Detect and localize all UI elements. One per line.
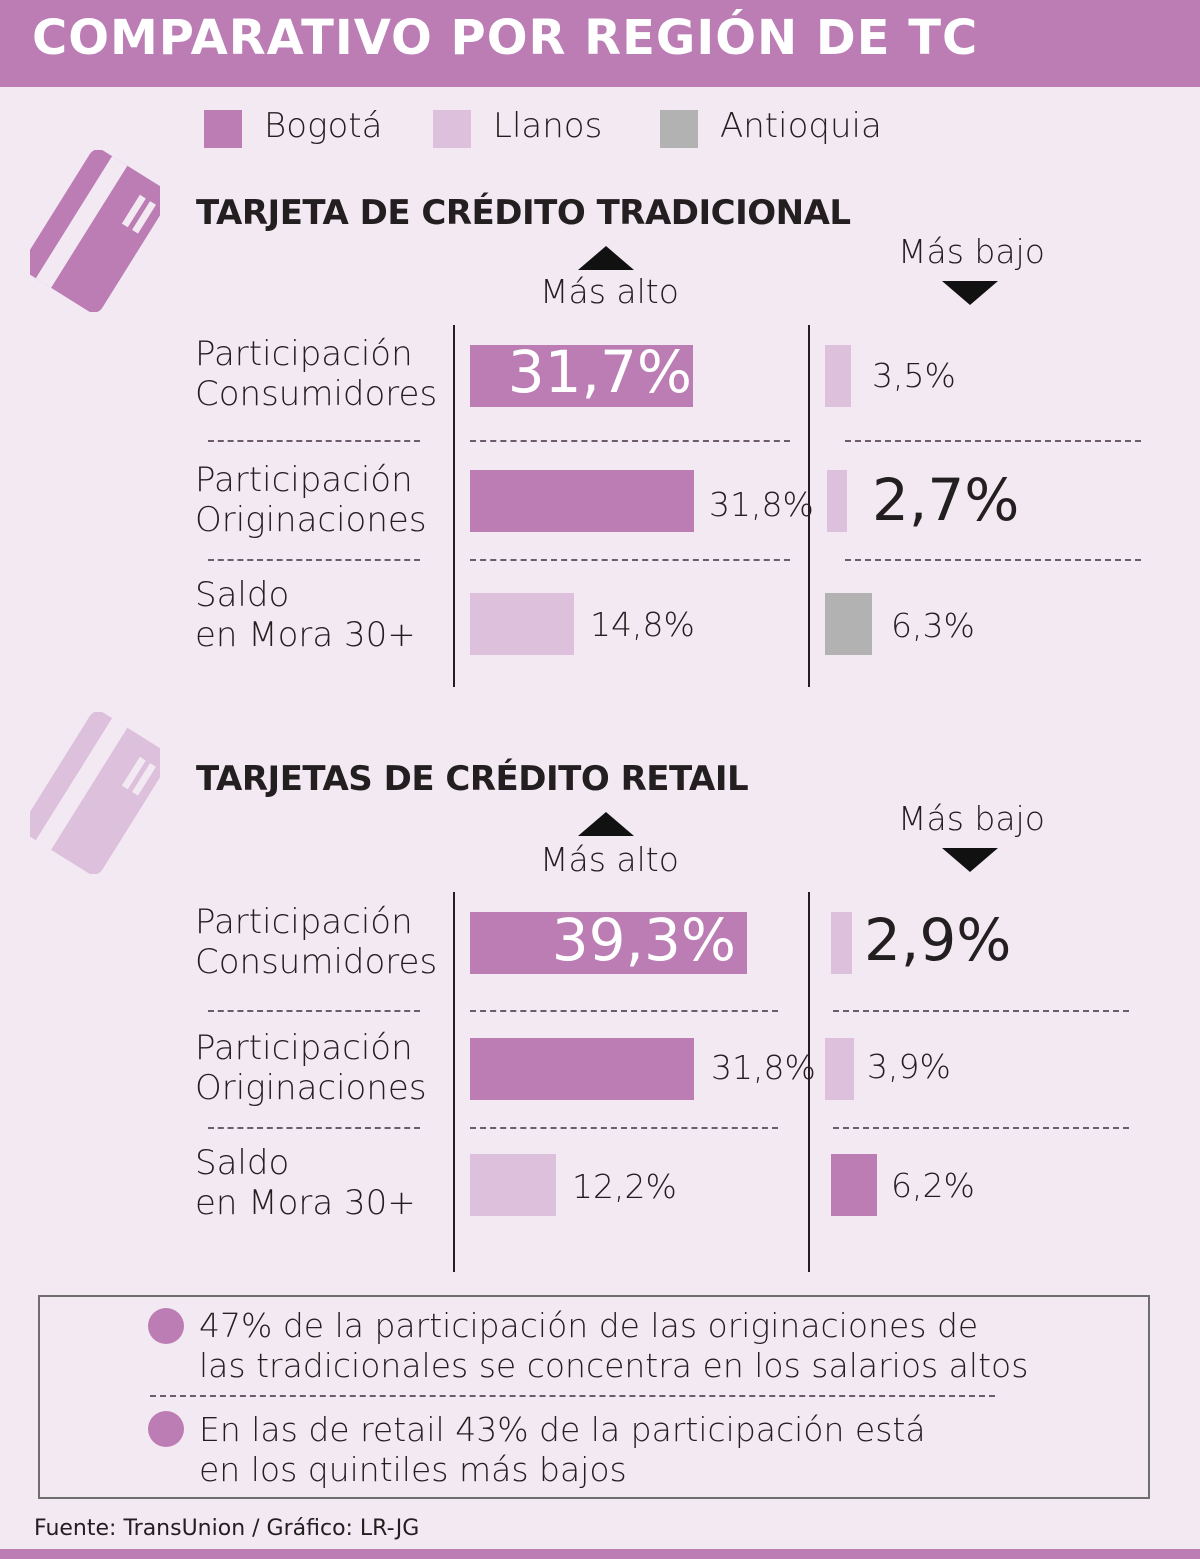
separator-dash [470, 1127, 778, 1129]
label-mas-alto-retail: Más alto [540, 840, 679, 879]
legend-swatch-bogota [204, 110, 242, 148]
bottom-rule [0, 1549, 1200, 1559]
divider-vertical-right [808, 325, 810, 687]
credit-card-icon [30, 150, 160, 312]
row-label-line1: Participación [195, 334, 413, 374]
legend-label-bogota: Bogotá [264, 106, 383, 146]
label-mas-bajo-retail: Más bajo [898, 799, 1045, 838]
legend-label-llanos: Llanos [493, 106, 603, 146]
separator-dash [845, 440, 1141, 442]
row-label-line2: Consumidores [195, 374, 438, 414]
bar-high-consumidores-traditional [470, 345, 693, 407]
row-label-line2: Originaciones [195, 500, 427, 540]
value-label-low-mora-retail: 6,2% [891, 1166, 975, 1205]
separator-dash [208, 559, 420, 561]
separator-dash [470, 1010, 778, 1012]
separator-dash [470, 559, 790, 561]
row-label-line2: en Mora 30+ [195, 1183, 416, 1223]
bullet-icon [148, 1411, 184, 1447]
separator-dash [833, 1010, 1129, 1012]
legend-swatch-llanos [433, 110, 471, 148]
row-label-line1: Saldo [195, 1143, 290, 1183]
note-line: las tradicionales se concentra en los sa… [199, 1346, 1029, 1385]
value-label-low-mora-traditional: 6,3% [891, 606, 975, 645]
bar-high-mora-traditional [470, 593, 574, 655]
row-label-line2: Originaciones [195, 1068, 427, 1108]
value-label-low-consumidores-traditional: 3,5% [872, 356, 956, 395]
section-title-retail: TARJETAS DE CRÉDITO RETAIL [196, 759, 749, 799]
row-label-line1: Saldo [195, 575, 290, 615]
row-label-line1: Participación [195, 1028, 413, 1068]
source-credit: Fuente: TransUnion / Gráfico: LR-JG [34, 1516, 420, 1541]
bar-low-mora-traditional [825, 593, 872, 655]
row-label-mora-retail: Saldo en Mora 30+ [195, 1143, 416, 1223]
divider-vertical-left-retail [453, 892, 455, 1272]
row-label-line1: Participación [195, 460, 413, 500]
note-line: En las de retail 43% de la participación… [199, 1410, 926, 1449]
value-label-high-mora-retail: 12,2% [572, 1167, 677, 1206]
bullet-icon [148, 1308, 184, 1344]
bar-low-consumidores-retail [831, 912, 852, 974]
notes-box [38, 1295, 1150, 1499]
bar-high-consumidores-retail [470, 912, 747, 974]
value-label-high-mora-traditional: 14,8% [590, 605, 695, 644]
separator-dash [208, 1127, 420, 1129]
separator-dash [833, 1127, 1129, 1129]
row-label-consumidores: Participación Consumidores [195, 334, 437, 414]
separator-dash [150, 1395, 995, 1397]
row-label-consumidores-retail: Participación Consumidores [195, 902, 437, 982]
separator-dash [208, 1010, 420, 1012]
value-label-low-originaciones-retail: 3,9% [867, 1047, 951, 1086]
arrow-up-icon [578, 812, 634, 836]
row-label-line2: Consumidores [195, 942, 438, 982]
bar-high-mora-retail [470, 1154, 556, 1216]
note-line: 47% de la participación de las originaci… [199, 1306, 979, 1345]
bar-low-consumidores-traditional [825, 345, 851, 407]
divider-vertical-right-retail [808, 892, 810, 1272]
row-label-originaciones-retail: Participación Originaciones [195, 1028, 427, 1108]
bar-high-originaciones-traditional [470, 470, 694, 532]
row-label-originaciones: Participación Originaciones [195, 460, 427, 540]
page-title: COMPARATIVO POR REGIÓN DE TC [32, 10, 979, 66]
note-item-2: En las de retail 43% de la participación… [199, 1410, 926, 1490]
arrow-down-icon [942, 281, 998, 305]
divider-vertical-left [453, 325, 455, 687]
bar-low-mora-retail [831, 1154, 877, 1216]
row-label-mora: Saldo en Mora 30+ [195, 575, 416, 655]
value-label-high-originaciones-traditional: 31,8% [709, 485, 814, 524]
credit-card-icon-retail [30, 712, 160, 874]
arrow-up-icon [578, 246, 634, 270]
separator-dash [845, 559, 1141, 561]
section-title-traditional: TARJETA DE CRÉDITO TRADICIONAL [196, 193, 851, 233]
bar-high-originaciones-retail [470, 1038, 694, 1100]
value-label-high-consumidores-retail: 39,3% [551, 906, 736, 974]
bar-low-originaciones-retail [825, 1038, 854, 1100]
note-line: en los quintiles más bajos [199, 1450, 627, 1489]
value-label-low-originaciones-traditional: 2,7% [872, 466, 1020, 534]
bar-low-originaciones-traditional [827, 470, 847, 532]
legend-swatch-antioquia [660, 110, 698, 148]
separator-dash [208, 440, 420, 442]
label-mas-alto: Más alto [540, 272, 679, 311]
label-mas-bajo: Más bajo [898, 232, 1045, 271]
row-label-line2: en Mora 30+ [195, 615, 416, 655]
arrow-down-icon [942, 848, 998, 872]
value-label-low-consumidores-retail: 2,9% [864, 906, 1012, 974]
title-band [0, 0, 1200, 87]
separator-dash [470, 440, 790, 442]
row-label-line1: Participación [195, 902, 413, 942]
legend-label-antioquia: Antioquia [720, 106, 882, 146]
value-label-high-originaciones-retail: 31,8% [711, 1048, 816, 1087]
note-item-1: 47% de la participación de las originaci… [199, 1306, 1028, 1386]
value-label-high-consumidores-traditional: 31,7% [507, 338, 692, 406]
